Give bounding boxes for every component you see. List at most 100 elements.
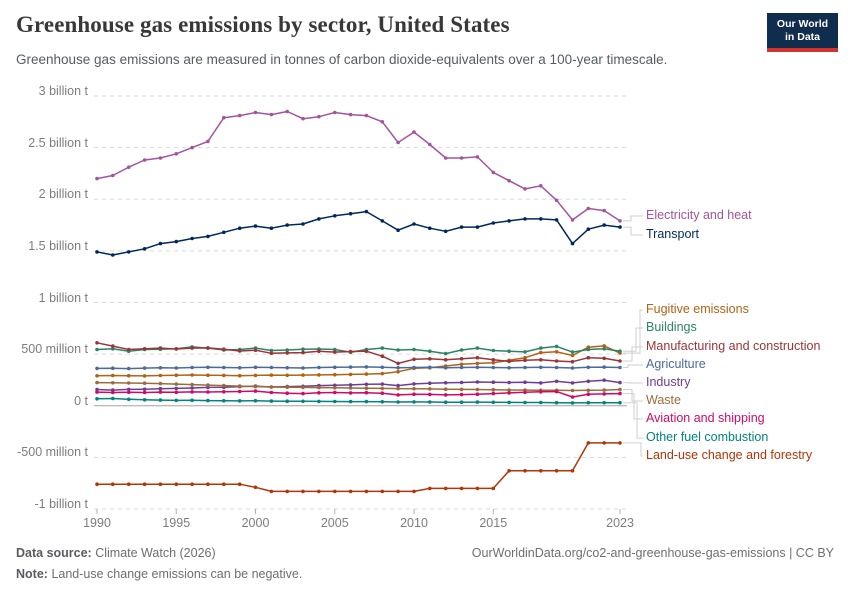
data-point bbox=[523, 400, 527, 405]
data-point bbox=[602, 392, 606, 396]
data-point bbox=[285, 399, 290, 404]
data-point bbox=[237, 384, 242, 388]
y-tick-label: 3 billion t bbox=[38, 84, 88, 98]
data-point bbox=[174, 239, 179, 244]
y-tick-label: 0 t bbox=[74, 393, 88, 408]
legend-label-buildings[interactable]: Buildings bbox=[646, 320, 697, 334]
data-point bbox=[443, 366, 448, 370]
legend-label-aviation-and-shipping[interactable]: Aviation and shipping bbox=[646, 411, 765, 425]
data-point bbox=[428, 365, 432, 370]
legend-label-electricity-and-heat[interactable]: Electricity and heat bbox=[646, 208, 752, 222]
data-point bbox=[348, 372, 353, 377]
data-point bbox=[570, 381, 575, 385]
legend-label-manufacturing-and-construction[interactable]: Manufacturing and construction bbox=[646, 339, 821, 353]
data-point bbox=[142, 482, 147, 487]
owid-logo[interactable]: Our World in Data bbox=[767, 13, 838, 52]
legend-connector bbox=[623, 215, 643, 222]
data-point bbox=[443, 358, 448, 362]
legend-label-fugitive-emissions[interactable]: Fugitive emissions bbox=[646, 302, 749, 316]
series-line bbox=[96, 210, 621, 256]
data-point bbox=[586, 400, 591, 405]
data-point bbox=[269, 390, 274, 395]
data-point bbox=[253, 110, 258, 115]
data-point bbox=[412, 386, 416, 391]
data-point bbox=[237, 366, 242, 370]
chart-footer: Data source: Climate Watch (2026) OurWor… bbox=[16, 546, 834, 581]
data-point bbox=[95, 347, 99, 352]
data-point bbox=[396, 383, 400, 388]
data-point bbox=[158, 390, 163, 394]
data-point bbox=[618, 365, 622, 370]
data-point bbox=[301, 350, 305, 355]
data-point bbox=[364, 390, 369, 395]
data-point bbox=[333, 214, 337, 218]
data-point bbox=[364, 209, 369, 214]
data-point bbox=[491, 486, 496, 491]
data-point bbox=[190, 398, 194, 403]
data-point bbox=[412, 130, 416, 134]
data-point bbox=[412, 400, 416, 404]
data-source: Data source: Climate Watch (2026) bbox=[16, 546, 216, 560]
data-point bbox=[301, 222, 305, 226]
legend-label-agriculture[interactable]: Agriculture bbox=[646, 357, 706, 371]
data-point bbox=[570, 218, 575, 222]
data-point bbox=[428, 349, 432, 354]
series-line bbox=[96, 379, 621, 391]
data-point bbox=[301, 489, 305, 494]
data-point bbox=[539, 469, 543, 473]
data-point bbox=[269, 112, 274, 117]
data-point bbox=[491, 358, 496, 362]
data-point bbox=[586, 355, 591, 360]
data-point bbox=[570, 395, 575, 399]
data-point bbox=[570, 469, 575, 473]
data-point bbox=[348, 391, 353, 395]
data-point bbox=[539, 358, 543, 362]
y-tick-label: 2 billion t bbox=[38, 187, 88, 202]
data-point bbox=[570, 388, 575, 393]
data-point bbox=[95, 250, 99, 254]
data-point bbox=[253, 399, 258, 403]
data-point bbox=[317, 217, 321, 221]
y-tick-label: 2.5 billion t bbox=[28, 135, 88, 150]
data-point bbox=[206, 383, 210, 387]
data-point bbox=[285, 391, 290, 396]
data-point bbox=[317, 399, 321, 404]
series-line bbox=[96, 110, 621, 222]
data-point bbox=[364, 399, 369, 404]
legend-label-industry[interactable]: Industry bbox=[646, 375, 691, 389]
data-point bbox=[491, 387, 496, 392]
data-source-value: Climate Watch (2026) bbox=[95, 546, 216, 560]
owid-url-link[interactable]: OurWorldinData.org/co2-and-greenhouse-ga… bbox=[471, 546, 834, 560]
data-point bbox=[174, 152, 179, 156]
data-point bbox=[380, 391, 385, 396]
data-point bbox=[491, 391, 496, 396]
data-point bbox=[443, 387, 448, 392]
legend-connector bbox=[623, 364, 643, 368]
legend-label-transport[interactable]: Transport bbox=[646, 227, 700, 241]
legend-connector bbox=[623, 346, 643, 362]
data-point bbox=[491, 221, 496, 225]
data-point bbox=[111, 173, 115, 178]
data-point bbox=[158, 346, 163, 350]
data-point bbox=[333, 110, 337, 115]
note-label: Note: bbox=[16, 567, 48, 581]
data-point bbox=[618, 219, 622, 223]
data-point bbox=[222, 399, 226, 403]
data-point bbox=[570, 350, 575, 354]
x-tick-label: 2023 bbox=[606, 516, 634, 530]
y-tick-label: 500 million t bbox=[21, 342, 88, 357]
legend-label-other-fuel-combustion[interactable]: Other fuel combustion bbox=[646, 430, 769, 444]
data-point bbox=[602, 441, 606, 445]
data-point bbox=[507, 400, 511, 405]
data-point bbox=[190, 365, 194, 370]
data-point bbox=[126, 366, 131, 371]
data-point bbox=[95, 390, 99, 394]
data-point bbox=[428, 357, 432, 361]
data-point bbox=[539, 381, 543, 385]
data-point bbox=[111, 373, 115, 378]
legend-label-land-use-change-and-forestry[interactable]: Land-use change and forestry bbox=[646, 448, 813, 462]
data-point bbox=[523, 355, 527, 360]
legend-label-waste[interactable]: Waste bbox=[646, 393, 681, 407]
data-point bbox=[253, 348, 258, 353]
data-point bbox=[491, 365, 496, 370]
